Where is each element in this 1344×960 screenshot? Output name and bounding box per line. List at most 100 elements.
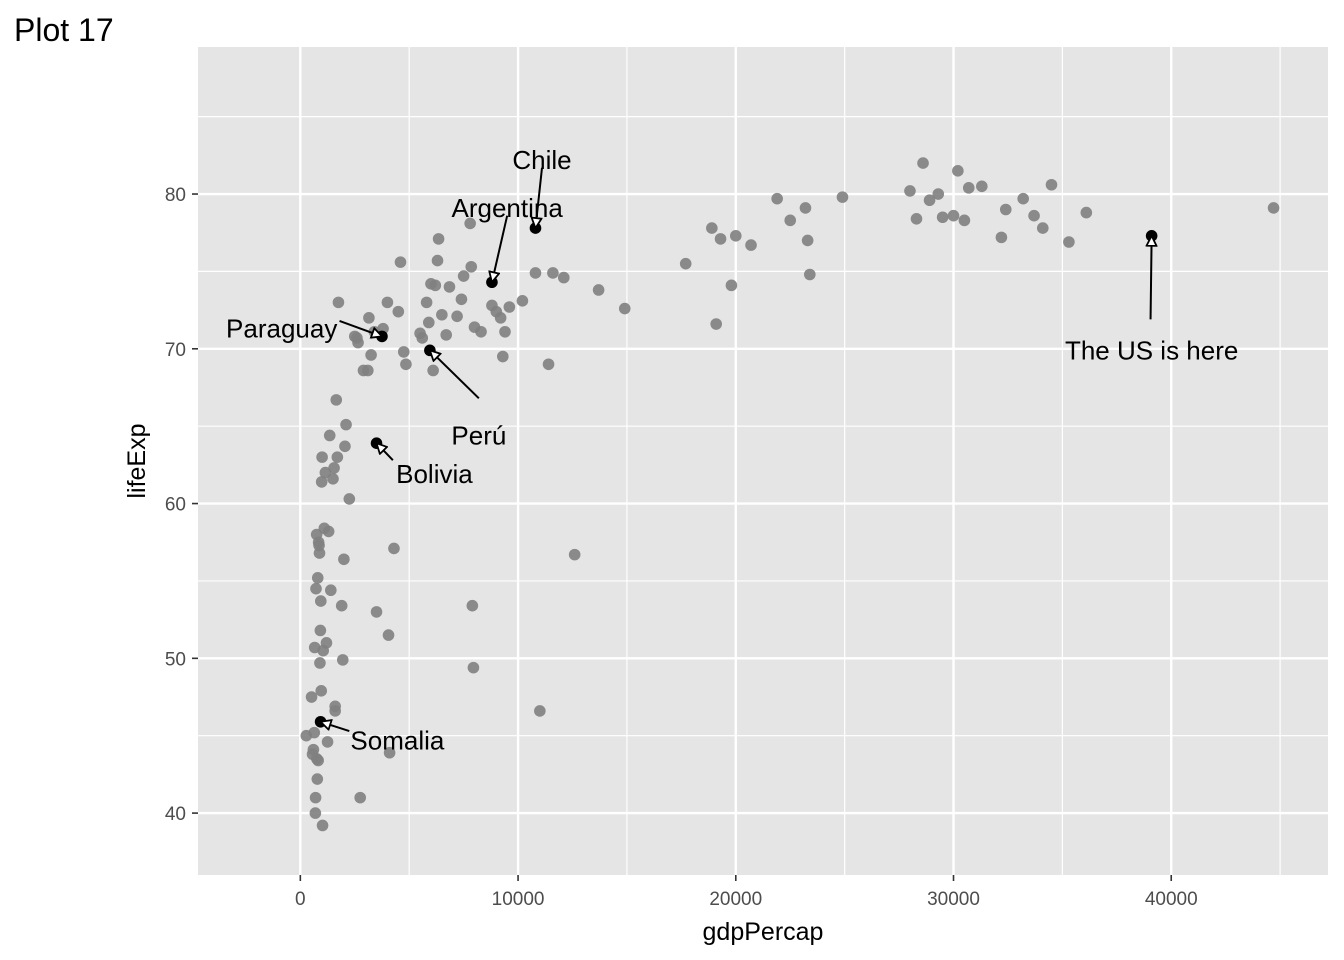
y-tick-label: 40 [165, 804, 186, 825]
annotation-arrow [377, 443, 394, 461]
data-point [332, 296, 345, 309]
data-point [365, 349, 377, 361]
data-point [466, 599, 479, 612]
y-tick-label: 70 [165, 340, 186, 361]
y-tick-label: 60 [165, 495, 186, 516]
annotation-label: The US is here [1065, 335, 1238, 365]
annotation-label: Perú [451, 420, 506, 450]
plot-panel [198, 47, 1328, 875]
data-point [547, 267, 559, 279]
data-point [328, 462, 340, 474]
annotation-arrow [321, 722, 350, 733]
data-point [307, 743, 320, 756]
y-tick-label: 80 [165, 185, 186, 206]
data-point [336, 654, 349, 666]
data-point [710, 318, 722, 330]
x-axis-title: gdpPercap [703, 918, 824, 946]
annotation-arrow [1151, 236, 1152, 320]
data-point [801, 234, 814, 247]
minor-gridlines [198, 47, 1328, 875]
data-point [325, 584, 337, 597]
data-point [534, 705, 546, 717]
x-tick-label: 30000 [927, 889, 980, 910]
data-point [499, 325, 511, 338]
data-point [910, 212, 923, 225]
x-tick-label: 40000 [1145, 889, 1198, 910]
data-point [729, 230, 742, 242]
data-point [725, 279, 738, 292]
data-point [315, 685, 328, 697]
data-point [370, 606, 383, 618]
data-point [311, 572, 324, 584]
major-gridlines [198, 47, 1328, 875]
data-point [1063, 236, 1075, 248]
data-point [799, 202, 812, 214]
data-point [394, 256, 407, 268]
data-point [529, 267, 542, 279]
data-point [1045, 178, 1058, 191]
data-point [339, 440, 351, 453]
data-point [995, 231, 1008, 244]
x-tick-label: 20000 [709, 889, 762, 910]
data-point [455, 293, 468, 306]
data-point [932, 188, 945, 200]
annotation-label: Paraguay [226, 314, 337, 344]
data-point [311, 773, 324, 785]
data-point [340, 418, 352, 431]
annotation-label: Argentina [452, 193, 564, 223]
data-point [436, 308, 448, 321]
data-point [429, 279, 442, 292]
data-point [465, 260, 478, 273]
x-tick-label: 0 [295, 889, 306, 910]
data-point [457, 270, 470, 282]
data-point [1028, 209, 1040, 222]
data-point [314, 595, 327, 607]
data-point [316, 819, 329, 832]
data-point [382, 629, 395, 641]
data-point [312, 754, 324, 767]
data-point [618, 302, 631, 315]
data-point [958, 214, 971, 227]
data-point [381, 296, 394, 309]
data-point [310, 582, 322, 595]
data-point [388, 542, 400, 555]
data-point [999, 203, 1012, 216]
data-point [335, 599, 348, 612]
data-point [314, 657, 326, 669]
data-point [1267, 202, 1280, 214]
data-point [427, 364, 439, 377]
data-point [330, 394, 343, 406]
data-point [397, 346, 410, 358]
data-point [516, 295, 529, 307]
data-point [917, 157, 929, 169]
x-tick-label: 10000 [492, 889, 545, 910]
data-point [679, 257, 692, 270]
annotation-arrows [321, 167, 1152, 733]
plot-title: Plot 17 [14, 12, 114, 48]
annotation-labels: Chile Argentina Paraguay Perú Bolivia Somalia… [226, 145, 1238, 755]
data-point [494, 312, 507, 324]
data-point [952, 165, 964, 177]
data-point [338, 553, 350, 566]
x-axis: 0 10000 20000 30000 40000 [295, 875, 1198, 910]
data-point [383, 746, 396, 759]
annotation-label: Bolivia [396, 459, 473, 489]
data-point [947, 209, 960, 222]
data-point [315, 476, 328, 488]
data-point [416, 332, 429, 344]
data-point [467, 661, 480, 674]
data-point [322, 525, 335, 538]
y-axis: 40 50 60 70 80 [165, 185, 198, 825]
data-point [784, 214, 797, 227]
data-point [804, 268, 816, 281]
data-point [706, 222, 718, 234]
data-point [745, 239, 757, 251]
annotation-arrow [430, 350, 480, 400]
data-point [422, 316, 435, 329]
data-point [714, 233, 727, 245]
data-point [313, 547, 326, 559]
data-point [329, 705, 341, 717]
data-point [400, 358, 412, 371]
data-point [904, 185, 916, 197]
data-point [1017, 192, 1029, 205]
